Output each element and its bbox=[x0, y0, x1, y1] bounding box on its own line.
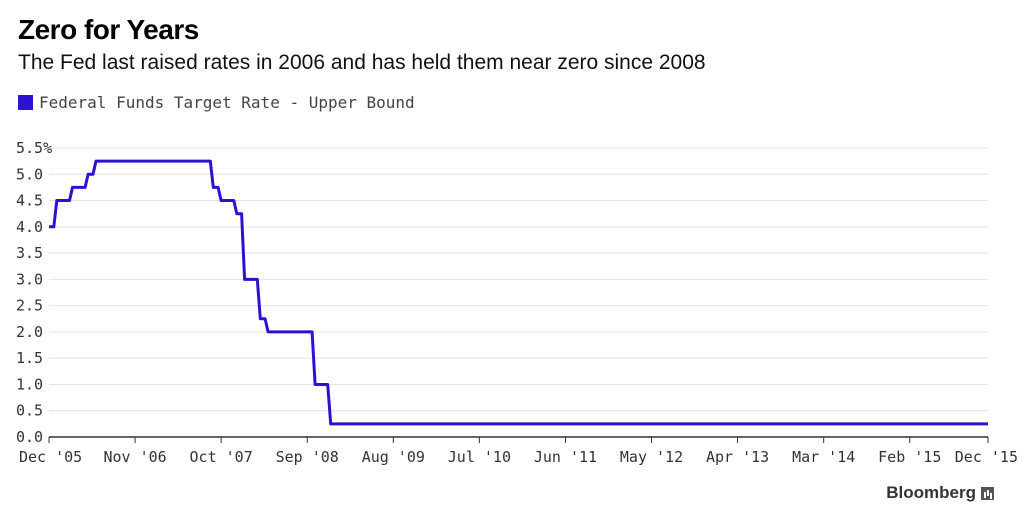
series-layer bbox=[49, 159, 988, 426]
legend: Federal Funds Target Rate - Upper Bound bbox=[18, 93, 415, 112]
chart-subtitle: The Fed last raised rates in 2006 and ha… bbox=[18, 51, 706, 74]
y-tick-label: 0.5 bbox=[16, 402, 43, 420]
x-tick-label: Oct '07 bbox=[190, 448, 253, 466]
x-tick-label: Jul '10 bbox=[448, 448, 511, 466]
x-tick-label: Sep '08 bbox=[276, 448, 339, 466]
y-tick-label: 1.0 bbox=[16, 375, 43, 393]
x-tick-label: Aug '09 bbox=[362, 448, 425, 466]
bloomberg-terminal-icon bbox=[981, 486, 994, 500]
brand-name: Bloomberg bbox=[886, 483, 976, 502]
chart-title: Zero for Years bbox=[18, 14, 199, 45]
y-tick-label: 5.0 bbox=[16, 165, 43, 183]
bloomberg-logo: Bloomberg bbox=[886, 483, 994, 503]
x-tick-label: Feb '15 bbox=[878, 448, 941, 466]
x-tick-label: May '12 bbox=[620, 448, 683, 466]
series-line bbox=[49, 159, 988, 426]
x-tick-label: Nov '06 bbox=[103, 448, 166, 466]
y-tick-label: 5.5% bbox=[16, 139, 52, 157]
legend-label: Federal Funds Target Rate - Upper Bound bbox=[39, 93, 415, 112]
y-tick-label: 2.5 bbox=[16, 297, 43, 315]
x-tick-label: Dec '15 bbox=[955, 448, 1018, 466]
x-tick-label: Jun '11 bbox=[534, 448, 597, 466]
x-tick-label: Dec '05 bbox=[19, 448, 82, 466]
y-tick-label: 1.5 bbox=[16, 349, 43, 367]
legend-swatch bbox=[18, 95, 33, 110]
axis-layer: 0.0 0.5 1.0 1.5 2.0 2.5 3.0 3.5 4.0 4.5 5.0 5.5% Dec… bbox=[16, 139, 1018, 466]
y-tick-label: 4.0 bbox=[16, 218, 43, 236]
y-tick-label: 2.0 bbox=[16, 323, 43, 341]
y-tick-label: 3.0 bbox=[16, 270, 43, 288]
y-tick-label: 4.5 bbox=[16, 192, 43, 210]
x-tick-label: Mar '14 bbox=[792, 448, 855, 466]
grid-layer bbox=[49, 147, 988, 412]
y-tick-label: 0.0 bbox=[16, 428, 43, 446]
y-tick-label: 3.5 bbox=[16, 244, 43, 262]
x-tick-label: Apr '13 bbox=[706, 448, 769, 466]
